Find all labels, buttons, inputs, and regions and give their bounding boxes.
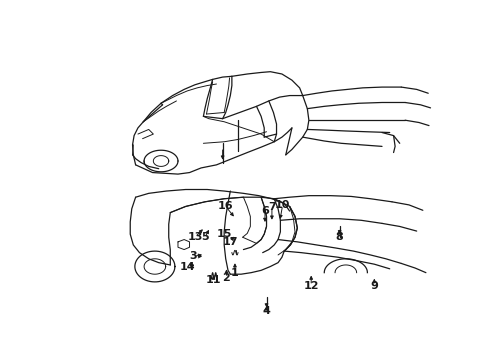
- Text: 5: 5: [201, 232, 209, 242]
- Text: 6: 6: [261, 206, 269, 216]
- Text: 14: 14: [179, 261, 195, 271]
- Text: 16: 16: [218, 202, 234, 211]
- Text: 15: 15: [217, 229, 232, 239]
- Text: 10: 10: [275, 200, 291, 210]
- Text: 13: 13: [187, 232, 202, 242]
- Text: 11: 11: [206, 275, 221, 285]
- Text: 1: 1: [231, 267, 239, 278]
- Text: 4: 4: [263, 306, 270, 316]
- Text: 7: 7: [268, 202, 276, 212]
- Text: 3: 3: [190, 252, 197, 261]
- Text: 2: 2: [222, 273, 230, 283]
- Text: 8: 8: [336, 232, 343, 242]
- Text: 9: 9: [370, 281, 378, 291]
- Text: 12: 12: [303, 281, 319, 291]
- Text: 17: 17: [222, 237, 238, 247]
